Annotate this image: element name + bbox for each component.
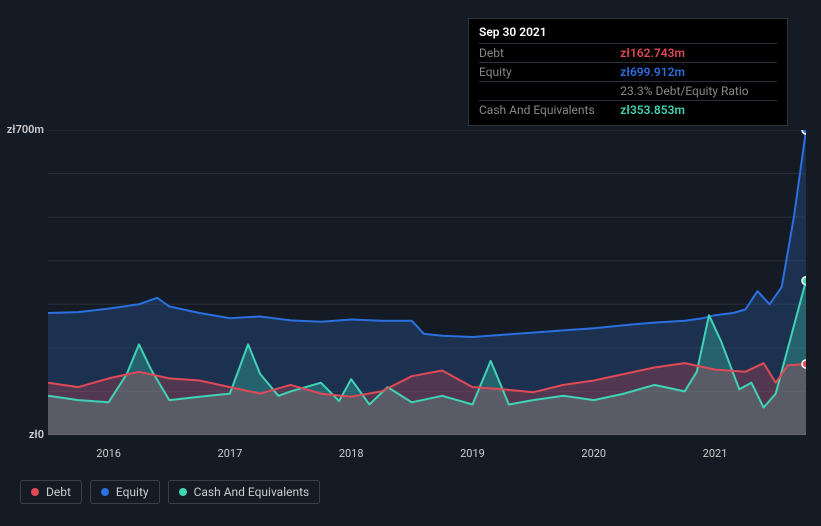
legend-item-debt[interactable]: Debt (20, 480, 82, 504)
legend-dot-icon (101, 488, 109, 496)
legend-dot-icon (31, 488, 39, 496)
tooltip-row-debt: Debt zł162.743m (479, 44, 777, 63)
x-axis-tick: 2021 (703, 447, 728, 460)
tooltip-row-ratio: 23.3% Debt/Equity Ratio (479, 82, 777, 101)
legend-label: Equity (116, 485, 149, 499)
tooltip-label: Debt (479, 44, 620, 63)
tooltip-value: zł353.853m (620, 101, 777, 120)
y-axis-tick: zł0 (0, 428, 44, 441)
series-end-dot-equity (802, 130, 806, 134)
chart-legend: Debt Equity Cash And Equivalents (20, 480, 320, 504)
chart-tooltip: Sep 30 2021 Debt zł162.743m Equity zł699… (468, 18, 788, 126)
tooltip-table: Debt zł162.743m Equity zł699.912m 23.3% … (479, 43, 777, 119)
tooltip-label: Cash And Equivalents (479, 101, 620, 120)
x-axis-tick: 2019 (460, 447, 485, 460)
x-axis-tick: 2018 (339, 447, 364, 460)
chart-plot (48, 130, 806, 435)
tooltip-value: zł699.912m (620, 63, 777, 82)
series-end-dot-cash (802, 277, 806, 285)
tooltip-label: Equity (479, 63, 620, 82)
tooltip-row-equity: Equity zł699.912m (479, 63, 777, 82)
legend-label: Debt (46, 485, 71, 499)
legend-label: Cash And Equivalents (194, 485, 310, 499)
tooltip-value: zł162.743m (620, 44, 777, 63)
x-axis-tick: 2020 (581, 447, 606, 460)
series-end-dot-debt (802, 360, 806, 368)
x-axis-tick: 2016 (96, 447, 121, 460)
x-axis-tick: 2017 (218, 447, 243, 460)
tooltip-row-cash: Cash And Equivalents zł353.853m (479, 101, 777, 120)
y-axis-tick: zł700m (0, 123, 44, 136)
tooltip-date: Sep 30 2021 (479, 25, 777, 39)
legend-item-equity[interactable]: Equity (90, 480, 160, 504)
tooltip-ratio-value: 23.3% (620, 84, 652, 98)
tooltip-ratio-label: Debt/Equity Ratio (655, 84, 748, 98)
legend-item-cash[interactable]: Cash And Equivalents (168, 480, 321, 504)
legend-dot-icon (179, 488, 187, 496)
